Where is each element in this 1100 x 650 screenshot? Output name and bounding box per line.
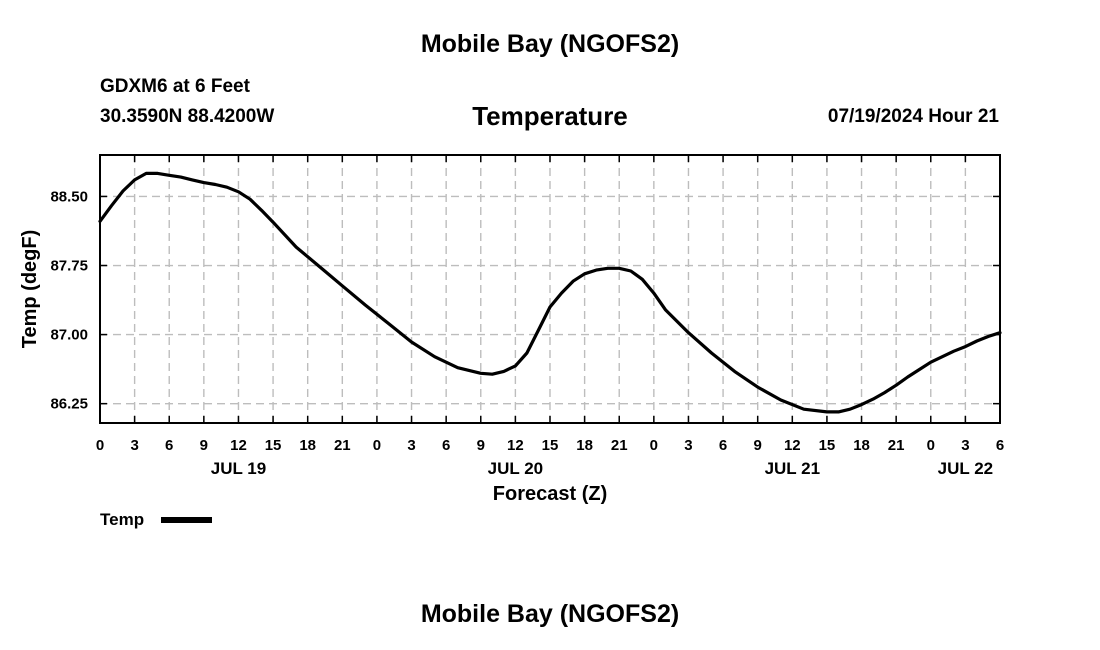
x-tick-label: 12 [507, 437, 524, 454]
temp-series-line [98, 171, 1002, 414]
x-tick-label: 18 [853, 437, 870, 454]
axis-labels: 0 3 6 9 12 15 18 21 0 3 6 9 12 15 18 21 0 3 6 9 12 15 18 21 0 3 6 8… [50, 188, 1004, 478]
x-date-label: JUL 21 [765, 459, 820, 478]
plot-frame [99, 154, 1001, 424]
x-tick-label: 3 [130, 437, 138, 454]
grid-lines [100, 155, 1000, 423]
page-title-bottom: Mobile Bay (NGOFS2) [420, 600, 680, 628]
y-tick-label: 87.00 [50, 327, 88, 344]
x-tick-label: 0 [650, 437, 658, 454]
x-tick-label: 3 [961, 437, 969, 454]
x-tick-label: 21 [334, 437, 351, 454]
x-tick-label: 15 [265, 437, 282, 454]
y-tick-label: 87.75 [50, 258, 88, 275]
x-tick-label: 6 [165, 437, 173, 454]
x-tick-label: 12 [230, 437, 247, 454]
x-tick-label: 18 [576, 437, 593, 454]
chart-title: Temperature [472, 101, 628, 131]
x-tick-label: 3 [407, 437, 415, 454]
forecast-run-time: 07/19/2024 Hour 21 [827, 106, 999, 127]
legend-label-temp: Temp [100, 510, 144, 529]
x-date-label: JUL 19 [211, 459, 266, 478]
x-tick-label: 6 [719, 437, 727, 454]
x-tick-label: 15 [819, 437, 836, 454]
x-tick-label: 15 [542, 437, 559, 454]
y-tick-label: 88.50 [50, 188, 88, 205]
x-tick-label: 9 [477, 437, 485, 454]
x-tick-label: 21 [888, 437, 905, 454]
x-axis-label: Forecast (Z) [493, 483, 607, 505]
y-axis-label: Temp (degF) [19, 230, 41, 349]
x-tick-label: 12 [784, 437, 801, 454]
y-tick-label: 86.25 [50, 396, 88, 413]
x-tick-label: 0 [927, 437, 935, 454]
x-tick-label: 0 [96, 437, 104, 454]
station-label: GDXM6 at 6 Feet [100, 76, 250, 97]
x-tick-label: 9 [200, 437, 208, 454]
x-tick-label: 9 [754, 437, 762, 454]
x-tick-label: 18 [299, 437, 316, 454]
x-tick-label: 6 [996, 437, 1004, 454]
station-coordinates: 30.3590N 88.4200W [100, 106, 275, 127]
x-tick-label: 3 [684, 437, 692, 454]
x-tick-label: 0 [373, 437, 381, 454]
x-date-label: JUL 20 [488, 459, 543, 478]
page-title-top: Mobile Bay (NGOFS2) [420, 30, 680, 58]
x-tick-label: 21 [611, 437, 628, 454]
x-date-label: JUL 22 [938, 459, 993, 478]
x-tick-label: 6 [442, 437, 450, 454]
